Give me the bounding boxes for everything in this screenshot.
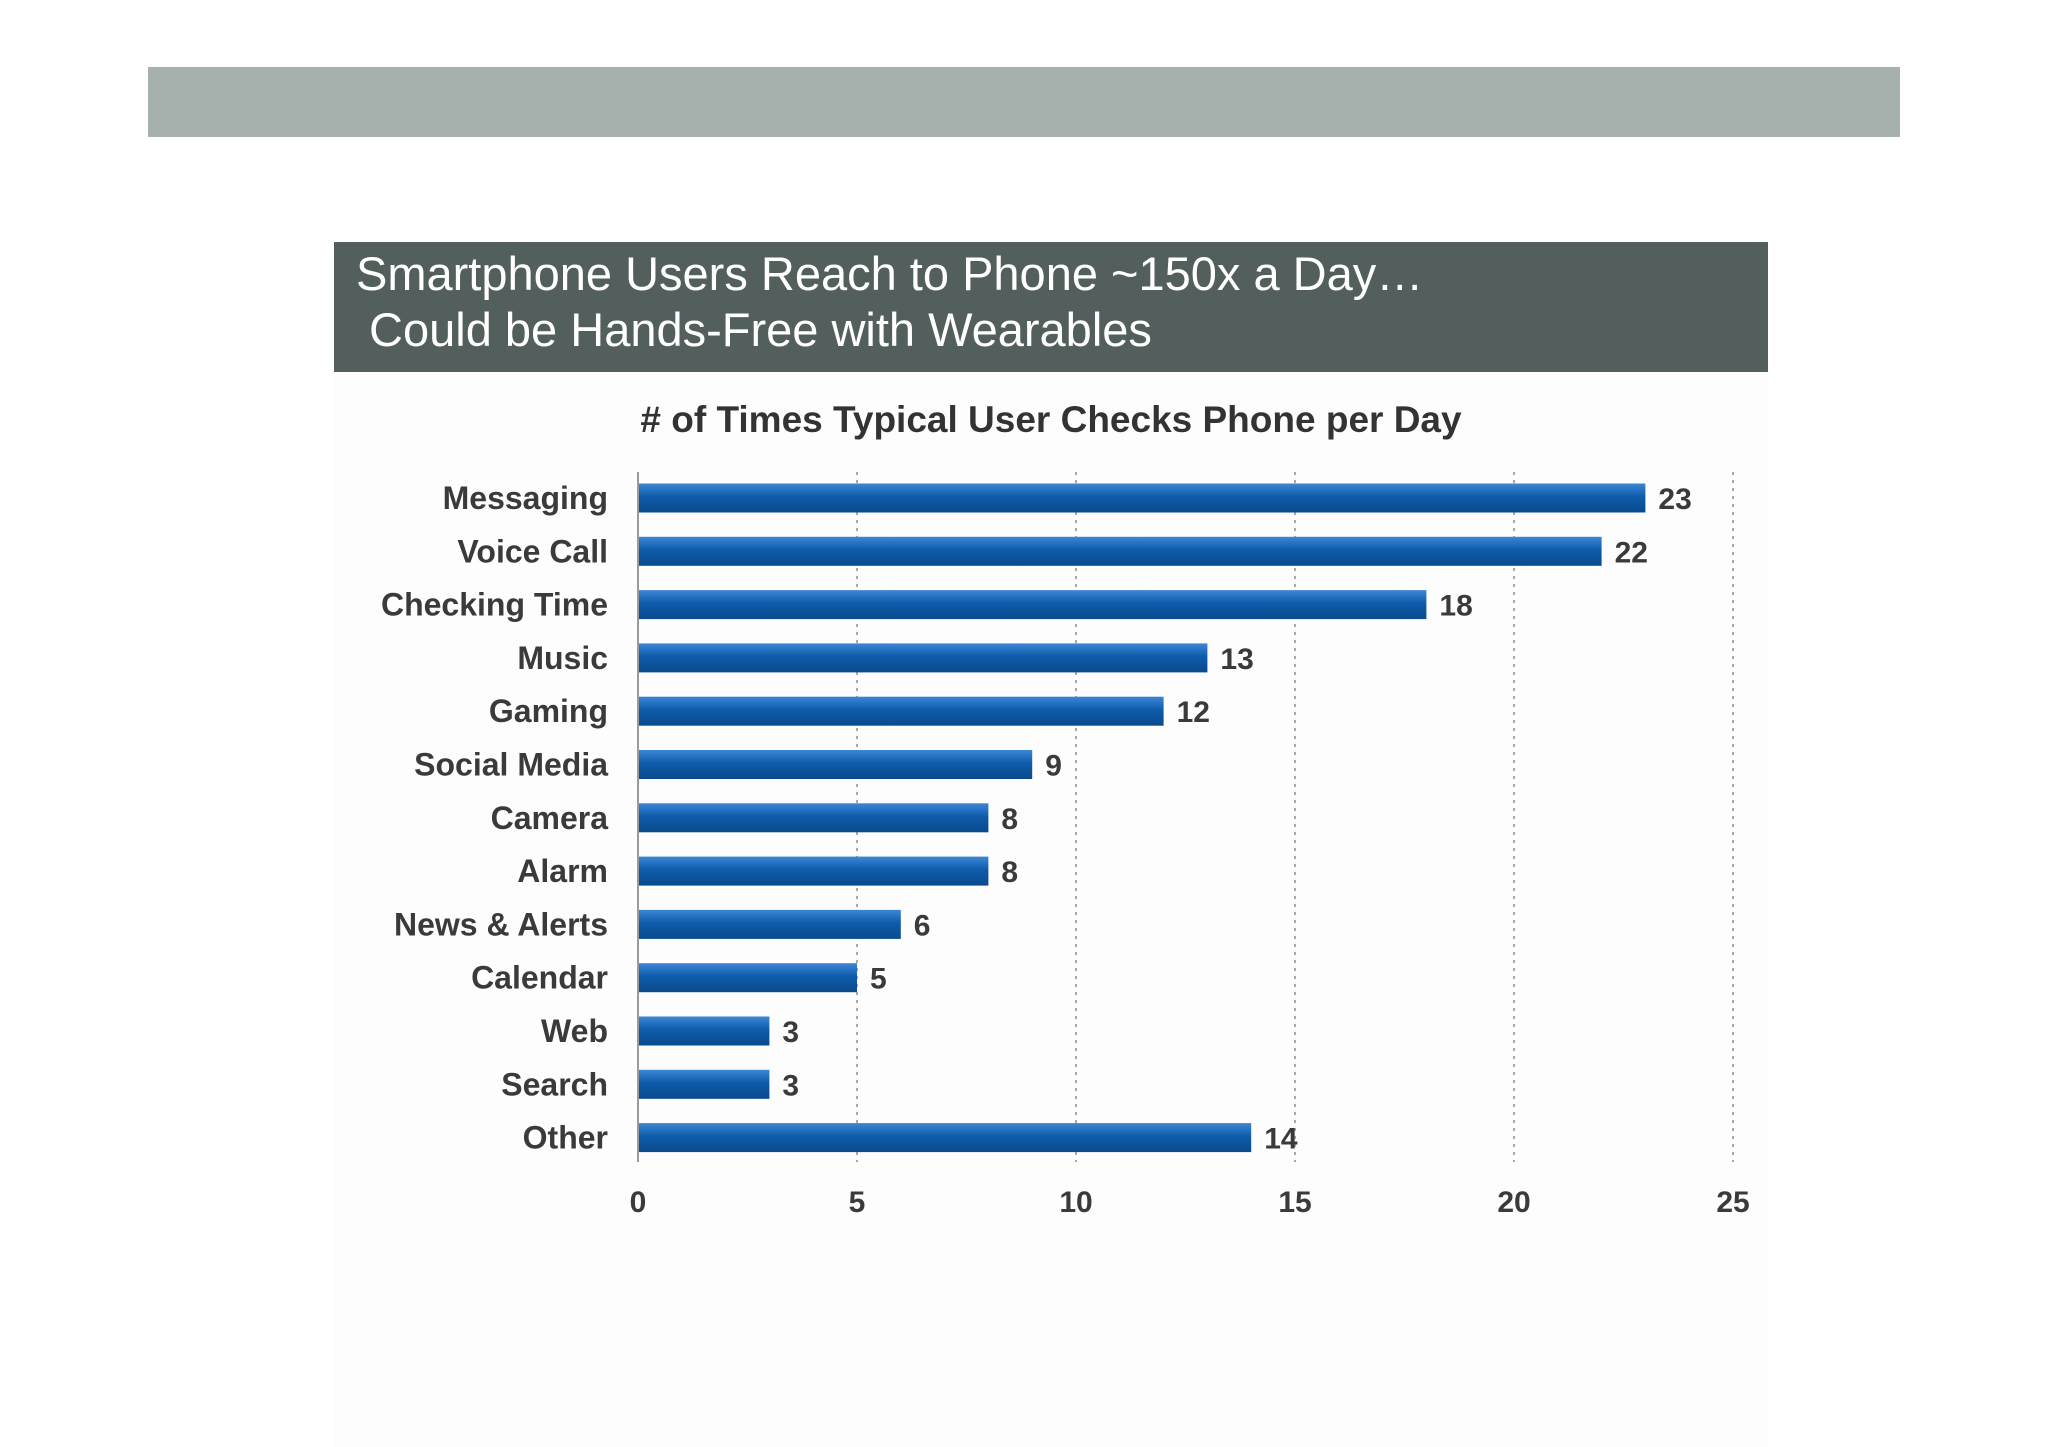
value-label-search: 3 [782,1069,799,1102]
category-label-calendar: Calendar [471,960,608,996]
value-label-web: 3 [782,1016,799,1049]
value-label-voice-call: 22 [1615,536,1648,569]
category-label-messaging: Messaging [443,480,608,516]
value-label-calendar: 5 [870,963,887,996]
value-label-alarm: 8 [1001,856,1018,889]
x-tick-label-5: 5 [849,1186,866,1219]
x-tick-label-0: 0 [630,1186,647,1219]
x-tick-label-20: 20 [1497,1186,1530,1219]
value-label-other: 14 [1264,1123,1298,1156]
value-label-news-alerts: 6 [914,909,931,942]
headline-line-2: Could be Hands-Free with Wearables [356,303,1152,356]
category-label-music: Music [517,640,608,676]
bar-search [639,1069,770,1099]
category-label-gaming: Gaming [489,693,608,729]
bar-camera [639,803,989,833]
category-label-other: Other [523,1120,608,1156]
bar-music [639,643,1208,673]
bar-checking-time [639,590,1427,620]
bar-messaging [639,483,1646,513]
category-label-search: Search [501,1066,608,1102]
bar-web [639,1016,770,1046]
bar-news-alerts [639,909,901,939]
bar-gaming [639,696,1164,726]
category-label-checking-time: Checking Time [381,587,608,623]
top-banner [148,67,1900,137]
bar-other [639,1123,1252,1153]
value-label-camera: 8 [1001,803,1018,836]
value-label-checking-time: 18 [1439,590,1472,623]
value-label-social-media: 9 [1045,750,1062,783]
bar-alarm [639,856,989,886]
category-label-alarm: Alarm [517,853,608,889]
category-label-voice-call: Voice Call [457,533,608,569]
bar-voice-call [639,536,1602,566]
slide-card: Smartphone Users Reach to Phone ~150x a … [334,242,1768,1447]
value-label-music: 13 [1220,643,1253,676]
headline-line-1: Smartphone Users Reach to Phone ~150x a … [356,247,1424,300]
bar-social-media [639,750,1033,779]
headline-box: Smartphone Users Reach to Phone ~150x a … [334,242,1768,372]
bar-calendar [639,963,857,993]
category-label-web: Web [541,1013,608,1049]
x-tick-label-10: 10 [1059,1186,1092,1219]
chart-title: # of Times Typical User Checks Phone per… [640,399,1462,440]
category-label-camera: Camera [491,800,609,836]
category-label-social-media: Social Media [414,747,608,783]
value-label-messaging: 23 [1658,483,1691,516]
x-tick-label-15: 15 [1278,1186,1311,1219]
category-label-news-alerts: News & Alerts [394,906,608,942]
x-tick-label-25: 25 [1716,1186,1749,1219]
value-label-gaming: 12 [1177,696,1210,729]
bar-chart: 0 5 10 15 20 25 Messaging 23 Voice Call 22 Checkin… [381,472,1750,1219]
